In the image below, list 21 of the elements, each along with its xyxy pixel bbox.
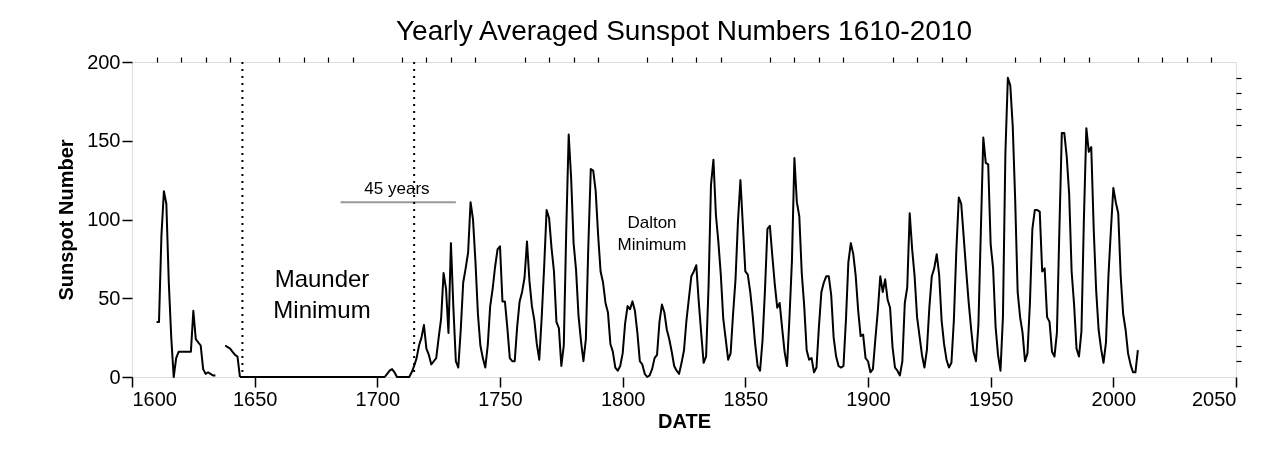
annotation: 45 years [364,179,430,199]
x-tick-label: 1950 [968,387,1014,410]
chart-title: Yearly Averaged Sunspot Numbers 1610-2010 [396,15,972,46]
x-axis-title: DATE [658,409,711,432]
y-tick-label: 150 [87,129,121,152]
x-tick-label: 1900 [846,387,891,410]
x-tick-label: 1700 [355,387,401,410]
y-axis-title: Sunspot Number [55,139,78,301]
x-tick-label: 1750 [478,387,523,410]
y-tick-label: 50 [98,286,121,309]
x-tick-label: 1600 [132,387,177,410]
x-tick-label: 1650 [232,387,278,410]
y-tick-label: 200 [87,50,121,73]
x-tick-label: 2050 [1192,387,1237,410]
x-tick-label: 2000 [1091,387,1137,410]
x-tick-label: 1800 [600,387,646,410]
annotation: Dalton Minimum [617,213,687,255]
y-tick-label: 0 [109,365,121,388]
y-tick-label: 100 [87,208,121,230]
x-tick-label: 1850 [723,387,769,410]
annotation: Maunder Minimum [273,265,371,324]
